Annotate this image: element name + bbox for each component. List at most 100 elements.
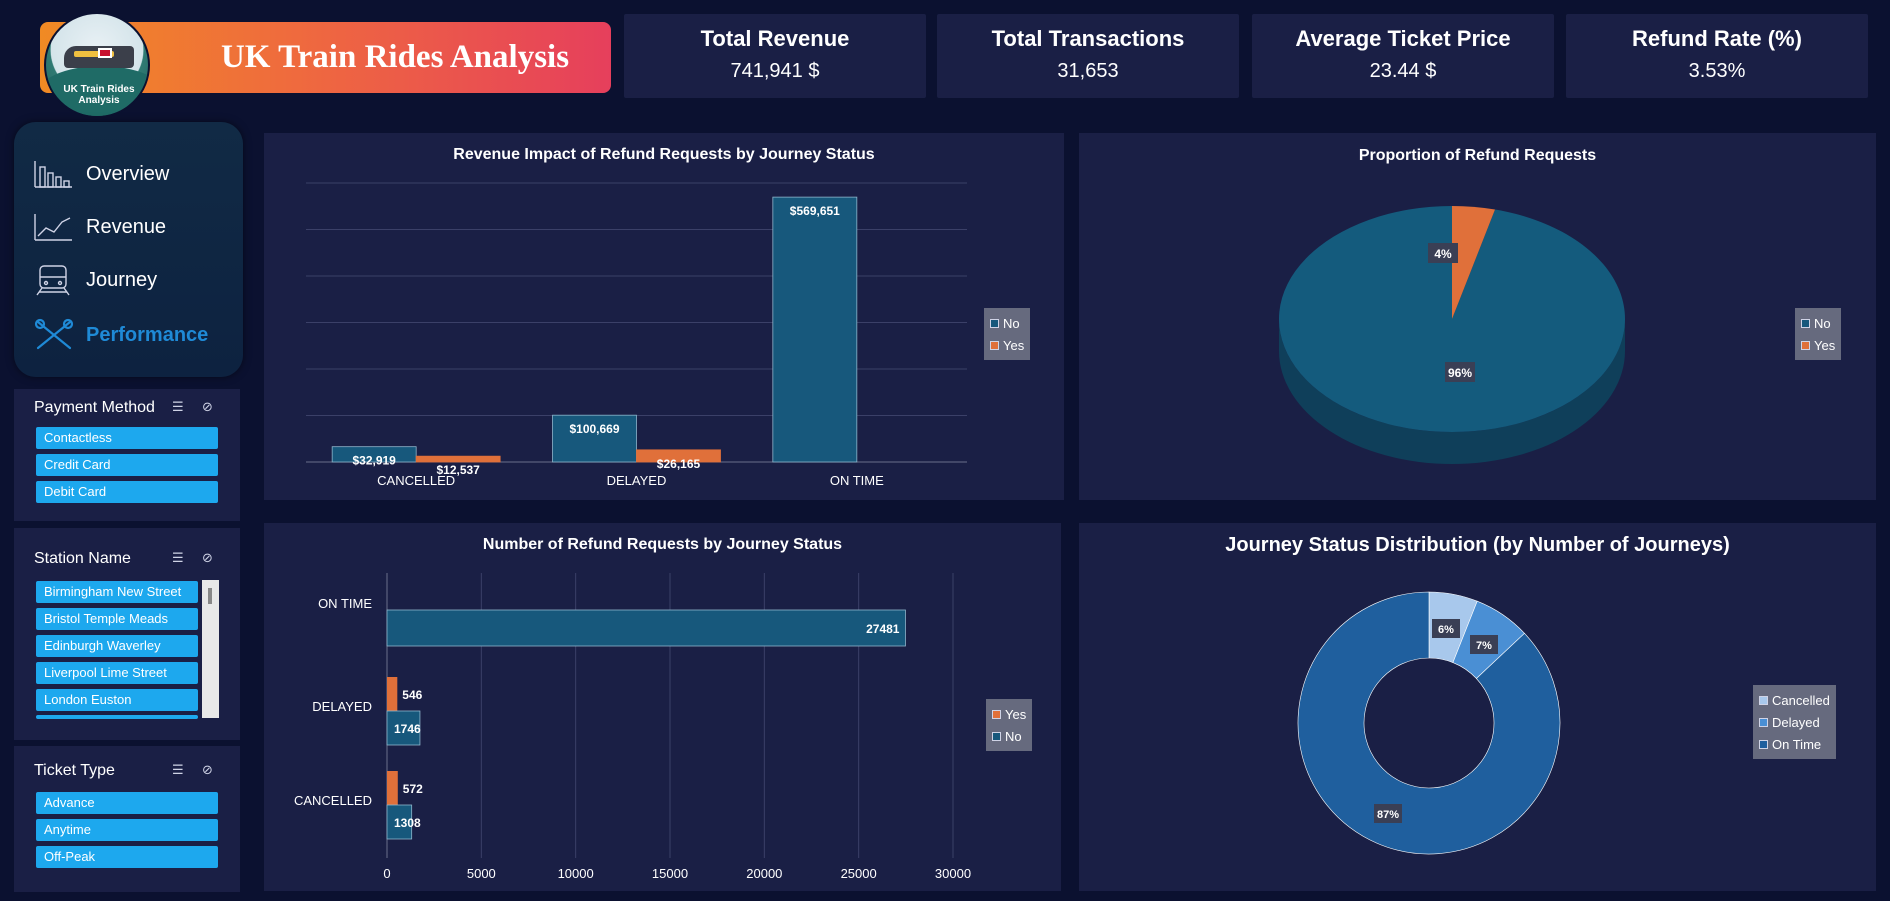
slicer-scrollbar[interactable] bbox=[202, 580, 219, 718]
legend-item-no: No bbox=[1801, 312, 1835, 334]
slicer-station-name: Station Name ☰ ⊘ Birmingham New Street B… bbox=[14, 528, 240, 740]
slicer-item[interactable]: Liverpool Lime Street bbox=[36, 662, 198, 684]
slicer-item[interactable]: Off-Peak bbox=[36, 846, 218, 868]
chart-panel-journey-status: Journey Status Distribution (by Number o… bbox=[1079, 523, 1876, 891]
chart-title: Revenue Impact of Refund Requests by Jou… bbox=[453, 146, 875, 163]
chart-title: Proportion of Refund Requests bbox=[1358, 147, 1597, 164]
data-label: $32,919 bbox=[352, 454, 396, 468]
clear-filter-icon[interactable]: ⊘ bbox=[202, 399, 213, 414]
slicer-item[interactable]: Credit Card bbox=[36, 454, 218, 476]
legend-label: No bbox=[1814, 315, 1831, 331]
nav-item-journey[interactable]: Journey bbox=[32, 262, 157, 298]
kpi-value: 3.53% bbox=[1688, 60, 1746, 82]
slicer-title: Station Name bbox=[34, 550, 131, 567]
slicer-item-partial[interactable] bbox=[36, 715, 198, 719]
bar-no bbox=[386, 710, 421, 746]
kpi-card-total-revenue: Total Revenue 741,941 $ bbox=[624, 14, 926, 98]
slicer-item[interactable]: Advance bbox=[36, 792, 218, 814]
scrollbar-thumb[interactable] bbox=[208, 588, 212, 604]
legend-label: Cancelled bbox=[1772, 692, 1830, 708]
legend-item-no: No bbox=[992, 725, 1026, 747]
data-label: 1746 bbox=[394, 722, 421, 736]
slicer-item[interactable]: Anytime bbox=[36, 819, 218, 841]
data-label: 546 bbox=[402, 688, 422, 702]
slicer-item[interactable]: Debit Card bbox=[36, 481, 218, 503]
refund-proportion-pie: 96% 4% bbox=[1279, 206, 1625, 464]
kpi-title: Total Revenue bbox=[700, 26, 850, 51]
data-label-box bbox=[1470, 635, 1498, 654]
chart-title: Journey Status Distribution (by Number o… bbox=[1225, 534, 1730, 556]
kpi-card-average-ticket-price: Average Ticket Price 23.44 $ bbox=[1252, 14, 1554, 98]
chart-legend: Cancelled Delayed On Time bbox=[1753, 685, 1836, 759]
slicer-title: Payment Method bbox=[34, 399, 155, 416]
bar-chart-icon bbox=[34, 161, 72, 188]
y-tick-label: DELAYED bbox=[312, 699, 372, 714]
kpi-value: 31,653 bbox=[1057, 60, 1119, 82]
x-tick-label: 20000 bbox=[746, 866, 782, 881]
x-tick-label: 10000 bbox=[558, 866, 594, 881]
data-label: 4% bbox=[1434, 247, 1452, 261]
legend-item-yes: Yes bbox=[1801, 334, 1835, 356]
chart-panel-revenue-impact: Revenue Impact of Refund Requests by Jou… bbox=[264, 133, 1064, 500]
slicer-item[interactable]: London Euston bbox=[36, 689, 198, 711]
multi-select-icon[interactable]: ☰ bbox=[172, 762, 184, 777]
data-label: 572 bbox=[403, 782, 423, 796]
bar-no bbox=[386, 609, 906, 647]
x-tick-label: 25000 bbox=[841, 866, 877, 881]
pie-slice-yes bbox=[1452, 206, 1496, 319]
legend-label: Delayed bbox=[1772, 714, 1820, 730]
data-label: 7% bbox=[1476, 640, 1492, 652]
x-tick-label: DELAYED bbox=[607, 473, 667, 488]
slicer-title: Ticket Type bbox=[34, 762, 115, 779]
legend-label: Yes bbox=[1814, 337, 1836, 353]
bar-yes bbox=[387, 677, 398, 711]
kpi-title: Total Transactions bbox=[991, 26, 1185, 51]
slicer-item[interactable]: Birmingham New Street bbox=[36, 581, 198, 603]
clear-filter-icon[interactable]: ⊘ bbox=[202, 762, 213, 777]
legend-label: Yes bbox=[1005, 706, 1027, 722]
slicer-item[interactable]: Contactless bbox=[36, 427, 218, 449]
x-tick-label: CANCELLED bbox=[377, 473, 455, 488]
tools-icon bbox=[34, 318, 74, 350]
nav-label: Journey bbox=[86, 268, 158, 291]
legend-item-cancelled: Cancelled bbox=[1759, 689, 1830, 711]
data-label: 27481 bbox=[866, 622, 900, 636]
data-label-box bbox=[1445, 362, 1475, 382]
bar-yes bbox=[636, 449, 721, 463]
multi-select-icon[interactable]: ☰ bbox=[172, 399, 184, 414]
nav-item-performance[interactable]: Performance bbox=[32, 317, 208, 353]
kpi-title: Refund Rate (%) bbox=[1632, 26, 1802, 51]
legend-swatch bbox=[1759, 717, 1768, 727]
kpi-value: 23.44 $ bbox=[1369, 60, 1437, 82]
logo-text: UK Train Rides Analysis bbox=[63, 84, 135, 106]
data-label: 6% bbox=[1438, 624, 1454, 636]
kpi-value: 741,941 $ bbox=[730, 60, 820, 82]
logo: UK Train Rides Analysis bbox=[44, 12, 150, 118]
y-tick-label: ON TIME bbox=[318, 596, 372, 611]
legend-item-no: No bbox=[990, 312, 1024, 334]
legend-swatch bbox=[1759, 739, 1768, 749]
x-tick-label: 15000 bbox=[652, 866, 688, 881]
legend-label: On Time bbox=[1772, 736, 1822, 752]
train-icon bbox=[36, 265, 70, 296]
nav-label: Revenue bbox=[86, 215, 167, 238]
legend-item-delayed: Delayed bbox=[1759, 711, 1830, 733]
legend-item-ontime: On Time bbox=[1759, 733, 1830, 755]
bar-yes bbox=[415, 455, 501, 463]
refund-count-chart: 0 5000 10000 15000 20000 25000 30000 ON TIME 274… bbox=[294, 573, 971, 881]
nav-item-overview[interactable]: Overview bbox=[32, 156, 169, 192]
journey-status-donut: 6% 7% 87% bbox=[1297, 591, 1561, 855]
legend-swatch bbox=[992, 709, 1001, 719]
nav-label: Overview bbox=[86, 162, 170, 185]
pie-side-no bbox=[1279, 319, 1625, 464]
nav-item-revenue[interactable]: Revenue bbox=[32, 209, 166, 245]
slicer-item[interactable]: Bristol Temple Meads bbox=[36, 608, 198, 630]
slicer-item[interactable]: Edinburgh Waverley bbox=[36, 635, 198, 657]
data-label: $12,537 bbox=[436, 463, 480, 477]
legend-swatch bbox=[1801, 318, 1810, 328]
chart-panel-refund-count: Number of Refund Requests by Journey Sta… bbox=[264, 523, 1061, 891]
legend-swatch bbox=[990, 340, 999, 350]
clear-filter-icon[interactable]: ⊘ bbox=[202, 550, 213, 565]
multi-select-icon[interactable]: ☰ bbox=[172, 550, 184, 565]
chart-panel-refund-proportion: Proportion of Refund Requests 96% 4% No Y… bbox=[1079, 133, 1876, 500]
